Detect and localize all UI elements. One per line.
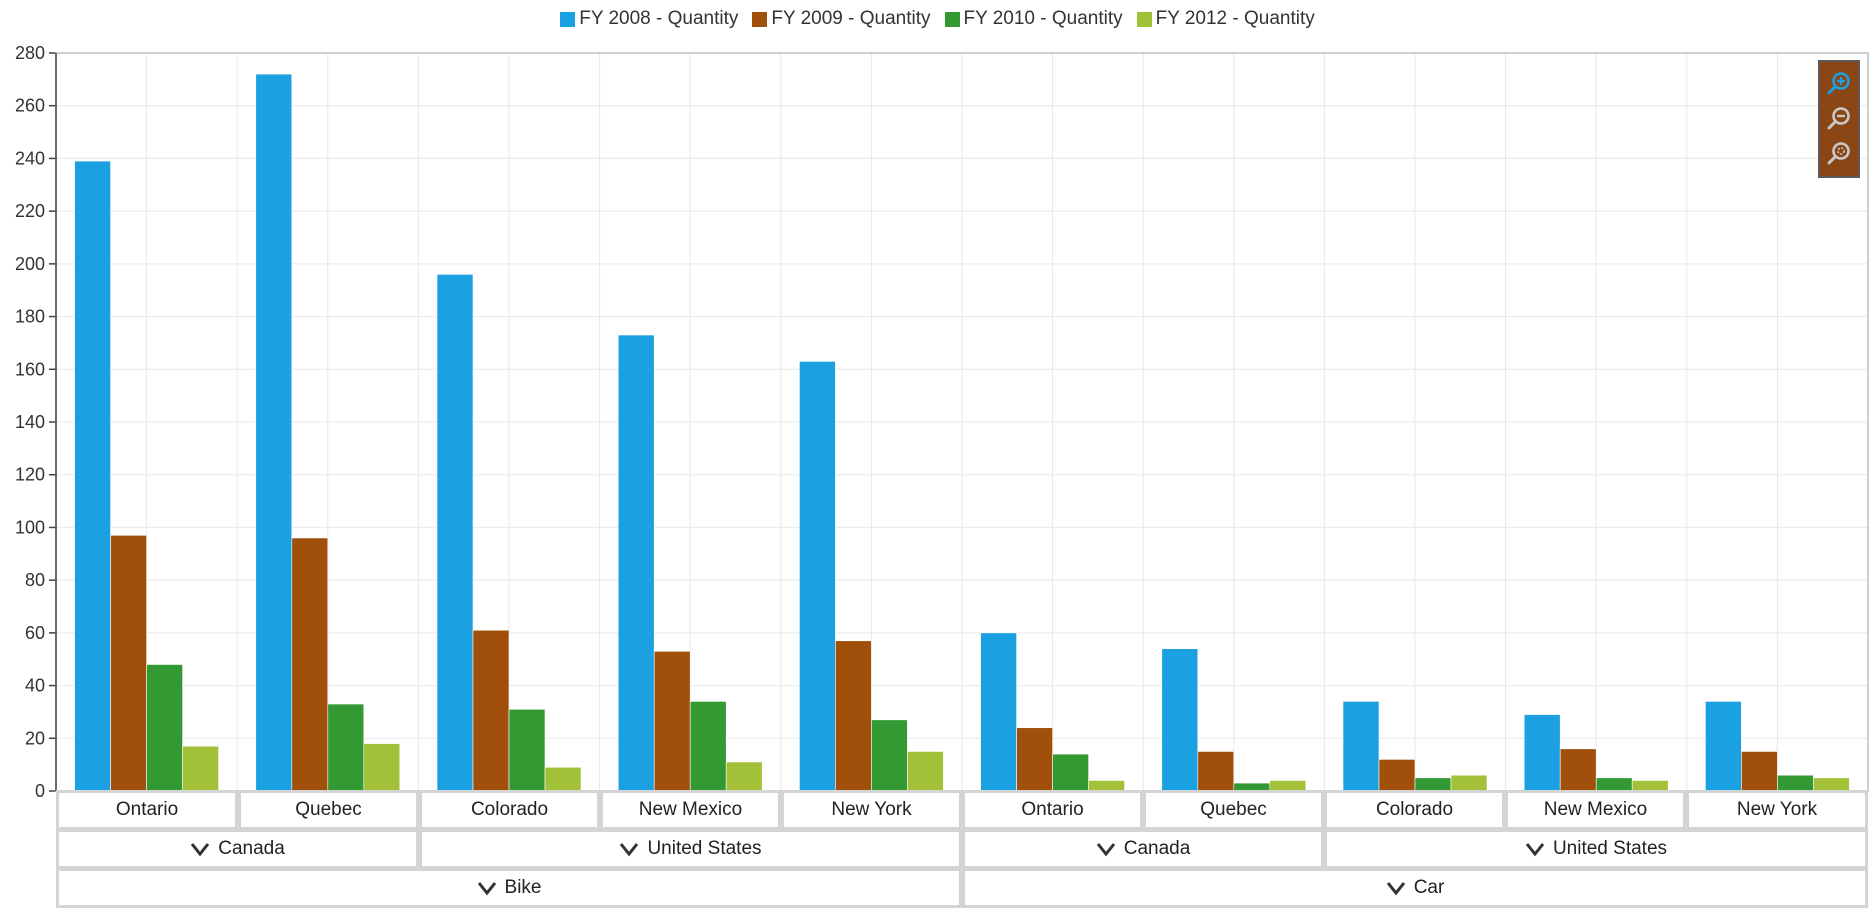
y-tick-label: 20 xyxy=(25,728,45,748)
axis-cell-state[interactable]: Quebec xyxy=(238,790,419,830)
bar xyxy=(255,73,293,792)
y-tick-label: 240 xyxy=(15,148,45,168)
bar xyxy=(544,766,582,792)
axis-cell-state[interactable]: Ontario xyxy=(962,790,1143,830)
axis-cell-state[interactable]: New Mexico xyxy=(1505,790,1686,830)
axis-cell-state[interactable]: Colorado xyxy=(419,790,600,830)
y-tick-label: 280 xyxy=(15,43,45,63)
axis-label-country: United States xyxy=(1552,838,1668,859)
y-tick-label: 200 xyxy=(15,254,45,274)
legend-label-fy2012: FY 2012 - Quantity xyxy=(1155,8,1315,29)
legend-label-fy2008: FY 2008 - Quantity xyxy=(579,8,739,29)
zoom-out-button[interactable] xyxy=(1823,103,1855,135)
chart-legend: FY 2008 - Quantity FY 2009 - Quantity FY… xyxy=(0,8,1875,30)
bar xyxy=(617,334,655,792)
bar xyxy=(1741,751,1778,792)
bar xyxy=(907,751,944,792)
axis-cell-country-canada[interactable]: Canada xyxy=(962,829,1324,869)
bar xyxy=(1777,774,1814,792)
bar xyxy=(1052,753,1089,792)
legend-swatch-fy2008 xyxy=(560,11,576,27)
bar xyxy=(1450,774,1488,792)
axis-cell-state[interactable]: New York xyxy=(1686,790,1868,830)
reset-zoom-button[interactable] xyxy=(1823,138,1855,170)
bar xyxy=(508,708,546,792)
y-tick-label: 260 xyxy=(15,96,45,116)
axis-cell-country-united-states[interactable]: United States xyxy=(419,829,962,869)
bar xyxy=(110,535,147,792)
bar xyxy=(980,632,1017,792)
zoom-in-button[interactable] xyxy=(1823,68,1855,100)
axis-cell-country-canada[interactable]: Canada xyxy=(56,829,419,869)
axis-cell-state[interactable]: Colorado xyxy=(1324,790,1505,830)
bar xyxy=(1378,759,1416,792)
legend-swatch-fy2009 xyxy=(752,11,768,27)
axis-cell-state[interactable]: Ontario xyxy=(56,790,238,830)
y-tick-label: 120 xyxy=(15,465,45,485)
axis-cell-country-united-states[interactable]: United States xyxy=(1324,829,1868,869)
bar xyxy=(1559,748,1597,792)
chevron-down-icon xyxy=(477,880,497,896)
bar xyxy=(472,629,510,792)
y-tick-label: 140 xyxy=(15,412,45,432)
bar xyxy=(835,640,872,792)
axis-cell-state[interactable]: New York xyxy=(781,790,962,830)
bar xyxy=(1523,714,1561,792)
y-tick-label: 160 xyxy=(15,359,45,379)
y-tick-label: 60 xyxy=(25,623,45,643)
axis-label-vehicle: Bike xyxy=(504,877,542,898)
bar xyxy=(291,537,329,792)
legend-item-fy2010[interactable]: FY 2010 - Quantity xyxy=(944,8,1123,30)
bar xyxy=(1342,701,1380,792)
y-tick-label: 40 xyxy=(25,676,45,696)
bar xyxy=(363,743,401,792)
legend-item-fy2009[interactable]: FY 2009 - Quantity xyxy=(752,8,931,30)
bar xyxy=(871,719,908,792)
bar xyxy=(146,664,183,792)
legend-swatch-fy2010 xyxy=(944,11,960,27)
legend-label-fy2010: FY 2010 - Quantity xyxy=(963,8,1123,29)
bar xyxy=(653,651,691,792)
zoom-out-icon xyxy=(1827,107,1850,130)
legend-item-fy2008[interactable]: FY 2008 - Quantity xyxy=(560,8,738,30)
y-tick-label: 100 xyxy=(15,517,45,537)
bar xyxy=(74,160,111,792)
bar xyxy=(327,703,365,792)
y-tick-label: 220 xyxy=(15,201,45,221)
axis-cell-state[interactable]: Quebec xyxy=(1143,790,1324,830)
bar xyxy=(689,701,727,792)
axis-cell-vehicle-car[interactable]: Car xyxy=(962,868,1868,908)
bar xyxy=(436,274,474,792)
legend-swatch-fy2012 xyxy=(1136,11,1152,27)
axis-cell-vehicle-bike[interactable]: Bike xyxy=(56,868,962,908)
legend-item-fy2012[interactable]: FY 2012 - Quantity xyxy=(1136,8,1315,30)
bar xyxy=(725,761,763,792)
legend-label-fy2009: FY 2009 - Quantity xyxy=(771,8,931,29)
y-tick-label: 80 xyxy=(25,570,45,590)
axis-label-vehicle: Car xyxy=(1413,877,1445,898)
chevron-down-icon xyxy=(190,841,210,857)
bar xyxy=(1705,701,1742,792)
axis-label-country: Canada xyxy=(218,838,285,859)
bar xyxy=(1161,648,1199,792)
chevron-down-icon xyxy=(1386,880,1406,896)
chevron-down-icon xyxy=(1525,841,1545,857)
y-tick-label: 0 xyxy=(35,781,45,801)
bar xyxy=(799,361,836,792)
y-tick-label: 180 xyxy=(15,307,45,327)
bar xyxy=(1016,727,1053,792)
chevron-down-icon xyxy=(619,841,639,857)
chevron-down-icon xyxy=(1096,841,1116,857)
zoom-toolbar xyxy=(1818,60,1860,178)
reset-zoom-icon xyxy=(1827,142,1850,165)
bar xyxy=(182,745,219,792)
axis-label-country: United States xyxy=(647,838,762,859)
axis-cell-state[interactable]: New Mexico xyxy=(600,790,781,830)
bar xyxy=(1197,751,1235,792)
axis-label-country: Canada xyxy=(1123,838,1191,859)
zoom-in-icon xyxy=(1827,71,1850,95)
